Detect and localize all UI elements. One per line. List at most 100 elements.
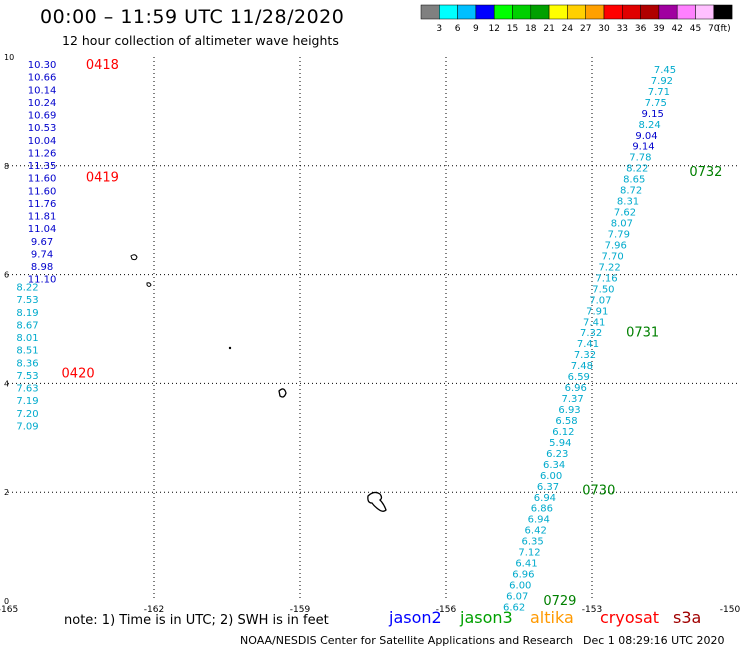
wave-height-value: 8.01: [16, 333, 38, 344]
wave-height-value: 7.22: [598, 262, 620, 273]
wave-height-value: 7.63: [16, 384, 38, 395]
wave-height-value: 11.26: [28, 148, 57, 159]
units-note: note: 1) Time is in UTC; 2) SWH is in fe…: [64, 613, 329, 628]
time-labels: 0418 0419 0420 0732 0731 0730 0729: [62, 58, 723, 609]
wave-height-value: 7.41: [577, 339, 599, 350]
wave-height-value: 7.48: [571, 361, 593, 372]
colorbar-swatch: [439, 4, 458, 20]
colorbar-swatch: [622, 4, 641, 20]
wave-height-value: 6.23: [546, 449, 568, 460]
colorbar-label: 30: [598, 24, 610, 34]
wave-height-value: 7.79: [608, 230, 630, 241]
colorbar-label: 18: [525, 24, 537, 34]
colorbar-label: 12: [488, 24, 499, 34]
colorbar-swatch: [695, 4, 715, 20]
colorbar-label: 15: [507, 24, 518, 34]
colorbar-label: 42: [671, 24, 682, 34]
sat-legend-cryosat: cryosat: [600, 608, 660, 627]
pass-time-label: 0731: [626, 326, 659, 341]
wave-height-value: 8.36: [16, 358, 38, 369]
wave-height-value: 7.32: [580, 328, 602, 339]
colorbar-swatch: [493, 4, 513, 20]
wave-height-value: 6.07: [506, 591, 528, 602]
wave-height-value: 9.67: [31, 237, 53, 248]
map-title: 00:00 – 11:59 UTC 11/28/2020: [40, 6, 345, 28]
colorbar-label: 45: [690, 24, 701, 34]
colorbar-swatch: [676, 4, 696, 20]
wave-height-value: 7.92: [651, 76, 673, 87]
colorbar-label: 39: [653, 24, 665, 34]
wave-height-value: 7.71: [648, 87, 670, 98]
colorbar-swatch: [475, 4, 495, 20]
wave-height-value: 7.09: [16, 421, 38, 432]
wave-height-value: 7.16: [595, 273, 617, 284]
wave-height-value: 11.10: [28, 275, 57, 286]
sat-legend-s3a: s3a: [673, 608, 702, 627]
wave-height-value: 6.94: [528, 515, 550, 526]
wave-height-value: 8.65: [623, 175, 645, 186]
colorbar-swatch: [658, 4, 678, 20]
footer-credit: NOAA/NESDIS Center for Satellite Applica…: [240, 634, 574, 647]
y-tick-label: 10: [4, 53, 14, 62]
x-tick-label: -159: [290, 605, 311, 615]
colorbar-label: 9: [473, 24, 479, 34]
colorbar-swatch: [512, 4, 532, 20]
wave-height-value: 7.75: [645, 98, 667, 109]
colorbar-swatch: [420, 4, 440, 20]
colorbar-swatch: [567, 4, 586, 20]
wave-height-value: 6.00: [509, 581, 531, 592]
wave-height-value: 6.42: [525, 526, 547, 537]
wave-height-value: 11.81: [28, 212, 57, 223]
wave-height-value: 6.58: [555, 416, 577, 427]
wave-height-value: 7.07: [589, 295, 611, 306]
y-tick-label: 6: [4, 271, 9, 280]
footer-date: Dec 1 08:29:16 UTC 2020: [583, 634, 725, 647]
island-outline: [367, 491, 387, 512]
axis-tick-labels: -165 -162 -159 -156 -153 -150 0 2 4 6 8 10: [0, 53, 740, 615]
island-outline: [146, 282, 152, 287]
wave-height-value: 7.32: [574, 350, 596, 361]
colorbar-label: 27: [580, 24, 591, 34]
x-tick-label: -162: [144, 605, 164, 615]
sat-legend-jason2: jason2: [389, 608, 442, 627]
wave-height-value: 11.76: [28, 199, 57, 210]
colorbar-swatch: [530, 4, 550, 20]
wave-height-value: 8.07: [611, 219, 633, 230]
wave-height-value: 7.53: [16, 371, 38, 382]
island-outlines: [130, 254, 387, 512]
wave-height-value: 8.19: [16, 308, 38, 319]
pass-time-label: 0732: [689, 165, 722, 180]
wave-height-value: 7.45: [654, 65, 676, 76]
wave-height-value: 9.14: [632, 142, 654, 153]
y-tick-label: 4: [4, 379, 9, 388]
wave-height-value: 7.41: [583, 317, 605, 328]
sat-legend-altika: altika: [530, 608, 574, 627]
wave-height-value: 7.50: [592, 284, 614, 295]
wave-height-value: 7.19: [16, 396, 38, 407]
wave-height-value: 10.66: [28, 73, 57, 84]
pass-time-label: 0729: [543, 594, 576, 609]
colorbar-swatch: [548, 4, 568, 20]
wave-height-value: 6.12: [552, 427, 574, 438]
wave-height-value: 8.22: [626, 164, 648, 175]
wave-height-value: 8.22: [16, 283, 38, 294]
colorbar-swatch: [640, 4, 660, 20]
wave-height-value: 6.41: [515, 559, 537, 570]
sat-legend-jason3: jason3: [460, 608, 513, 627]
colorbar-label: 6: [455, 24, 461, 34]
wave-height-value: 8.72: [620, 186, 642, 197]
wave-height-value: 10.04: [28, 136, 57, 147]
colorbar-label: 3: [436, 24, 442, 34]
colorbar-label: 24: [562, 24, 574, 34]
wave-height-value: 7.12: [518, 548, 540, 559]
pass-time-label: 0420: [62, 367, 95, 382]
colorbar-label: 33: [617, 24, 628, 34]
wave-height-value: 9.04: [635, 131, 657, 142]
wave-height-value: 7.53: [16, 295, 38, 306]
wave-height-value: 6.35: [521, 537, 543, 548]
wave-height-value: 11.60: [28, 186, 57, 197]
wave-height-value: 9.74: [31, 249, 53, 260]
wave-height-value: 10.30: [28, 60, 57, 71]
